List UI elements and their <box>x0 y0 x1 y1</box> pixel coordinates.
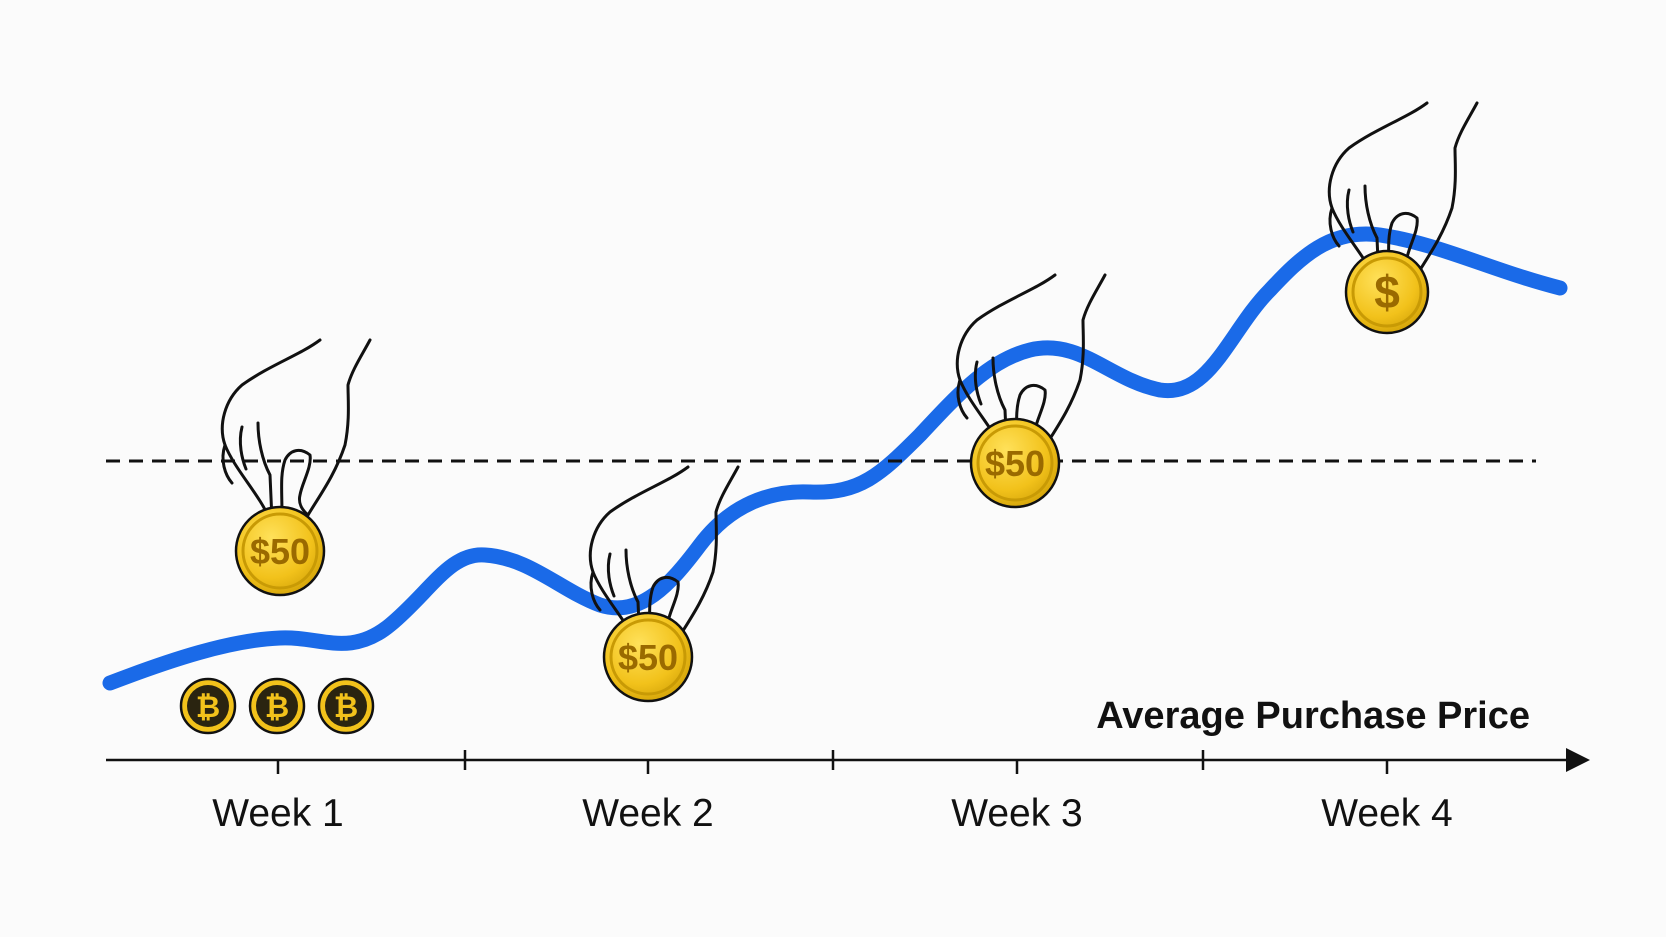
axis-title: Average Purchase Price <box>1096 695 1530 737</box>
dollar-coin-icon: $50 <box>234 505 326 597</box>
bitcoin-coin-icon: ₿ <box>317 677 375 735</box>
bitcoin-symbol: ₿ <box>334 691 358 724</box>
week-label-1: Week 1 <box>212 792 344 835</box>
week-label-2: Week 2 <box>582 792 714 835</box>
dollar-coin-icon: $50 <box>602 611 694 703</box>
price-line <box>102 226 1568 691</box>
dollar-coin-icon: $ <box>1344 249 1430 335</box>
dollar-coin-icon: $50 <box>969 417 1061 509</box>
coin-label-week-3: $50 <box>985 443 1045 484</box>
arrow-right-icon <box>1566 748 1590 772</box>
coin-label-week-4: $ <box>1374 266 1400 318</box>
coin-label-week-1: $50 <box>250 531 310 572</box>
week-label-4: Week 4 <box>1321 792 1453 835</box>
bitcoin-coin-icon: ₿ <box>179 677 237 735</box>
bitcoin-symbol: ₿ <box>265 691 289 724</box>
week-label-3: Week 3 <box>951 792 1083 835</box>
bitcoin-coin-icon: ₿ <box>248 677 306 735</box>
coin-label-week-2: $50 <box>618 637 678 678</box>
hand-icon <box>220 338 372 522</box>
bitcoin-symbol: ₿ <box>196 691 220 724</box>
x-axis <box>106 748 1590 774</box>
